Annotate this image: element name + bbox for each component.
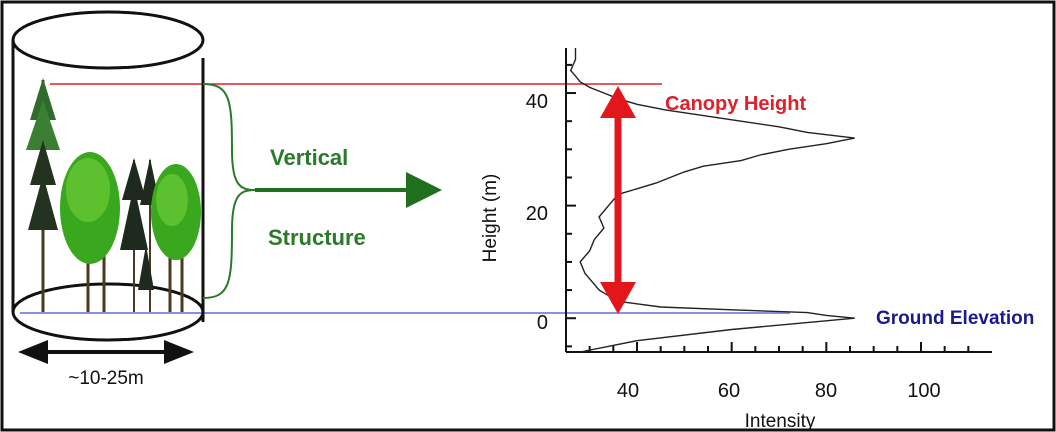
y-tick-label: 40 [526, 91, 548, 113]
canopy-height-arrow [600, 86, 636, 314]
broadleaf-tree [60, 152, 120, 312]
chart-axes [565, 48, 992, 353]
y-tick-label: 20 [526, 203, 548, 225]
tall-conifer-tree [26, 78, 60, 312]
x-axis-label: Intensity [745, 411, 816, 432]
cylinder-bottom-ellipse [11, 282, 205, 342]
forest-trees [26, 78, 201, 312]
canopy-height-label: Canopy Height [665, 93, 806, 115]
axis-ticks [566, 63, 970, 352]
y-axis-label: Height (m) [480, 174, 501, 263]
y-tick-label: 0 [537, 312, 548, 334]
x-tick-label: 100 [907, 380, 940, 402]
width-label: ~10-25m [68, 368, 144, 389]
green-arrow [255, 172, 442, 208]
ground-elevation-label: Ground Elevation [876, 308, 1034, 329]
vertical-label: Vertical [270, 145, 348, 170]
structure-label: Structure [268, 225, 366, 250]
sampling-cylinder [11, 10, 205, 342]
x-tick-label: 60 [718, 380, 740, 402]
x-tick-label: 80 [815, 380, 837, 402]
width-arrow [18, 340, 194, 364]
broadleaf-tree-right [151, 164, 201, 312]
x-tick-label: 40 [617, 380, 639, 402]
